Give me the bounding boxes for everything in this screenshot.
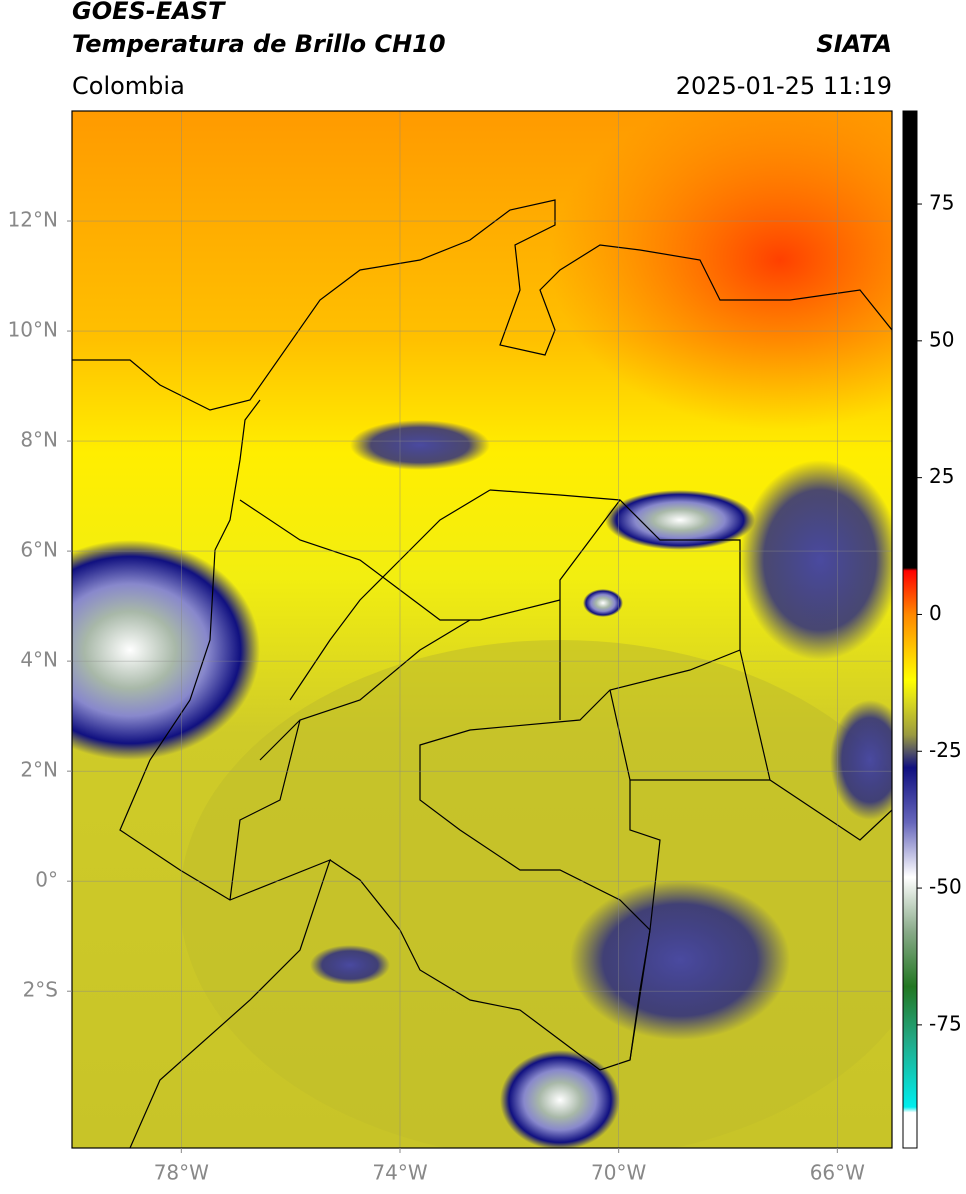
y-tick-label: 4°N: [20, 648, 58, 672]
colorbar: [902, 110, 918, 1149]
x-tick-label: 70°W: [591, 1161, 646, 1185]
x-tick-label: 78°W: [154, 1161, 209, 1185]
colorbar-label: 0: [929, 601, 942, 625]
colorbar-label: 50: [929, 327, 954, 351]
title: GOES-EAST: [72, 0, 226, 25]
y-tick-label: 2°N: [20, 758, 58, 782]
source: SIATA: [816, 30, 892, 58]
y-tick-label: 2°S: [23, 978, 58, 1002]
datetime: 2025-01-25 11:19: [676, 72, 892, 100]
colorbar-label: -25: [929, 738, 962, 762]
y-tick-label: 10°N: [8, 318, 58, 342]
y-tick-label: 12°N: [8, 208, 58, 232]
y-tick-label: 8°N: [20, 428, 58, 452]
satellite-image: [72, 111, 892, 1148]
colorbar-label: 25: [929, 464, 954, 488]
grid: [72, 111, 892, 1148]
subtitle: Temperatura de Brillo CH10: [72, 30, 446, 58]
y-tick-label: 0°: [35, 868, 58, 892]
colorbar-label: -50: [929, 875, 962, 899]
x-tick-label: 74°W: [372, 1161, 427, 1185]
x-tick-label: 66°W: [810, 1161, 865, 1185]
map-frame: [71, 110, 893, 1149]
y-tick-label: 6°N: [20, 538, 58, 562]
colorbar-label: 75: [929, 191, 954, 215]
region: Colombia: [72, 72, 185, 100]
colorbar-label: -75: [929, 1011, 962, 1035]
